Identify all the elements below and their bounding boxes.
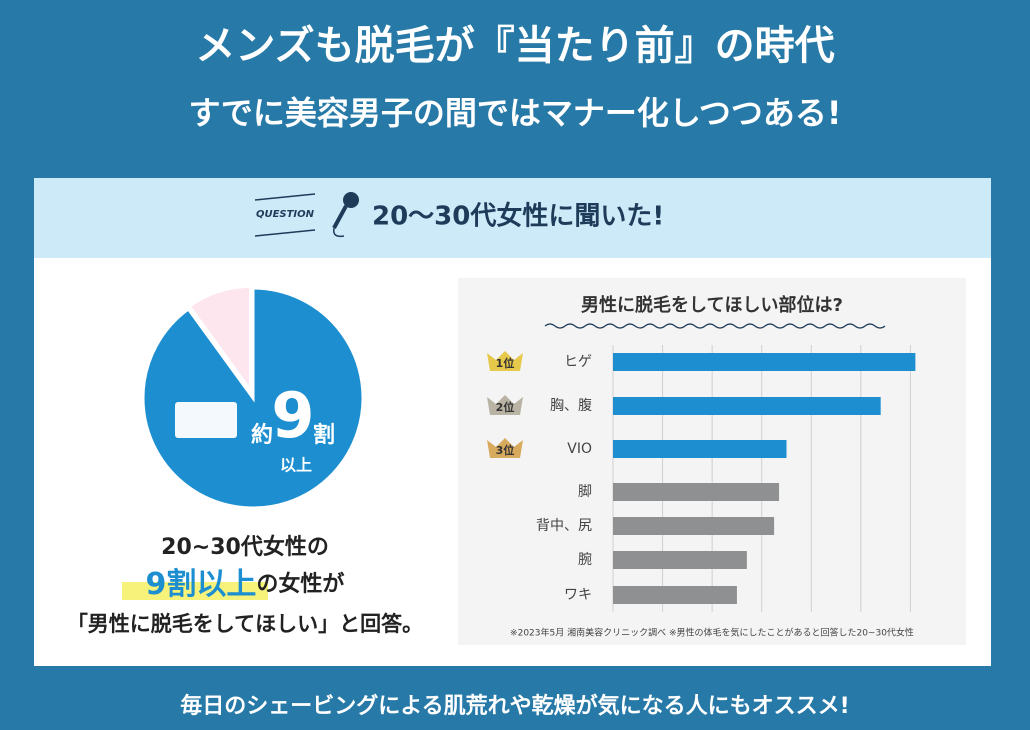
wave-line	[544, 323, 886, 329]
bar	[613, 517, 775, 535]
footer: 毎日のシェービングによる肌荒れや乾燥が気になる人にもオススメ!	[180, 693, 849, 719]
mic-icon	[332, 192, 359, 238]
category-label: 胸、腹	[550, 397, 592, 414]
pie-slice	[141, 286, 365, 510]
pie-annotation: 以上	[280, 456, 312, 475]
category-label: VIO	[567, 441, 592, 457]
category-label: 腕	[578, 552, 592, 568]
question-text: 20〜30代女性に聞いた!	[372, 201, 664, 232]
rank-label: 2位	[496, 400, 515, 414]
category-label: 脚	[578, 484, 592, 500]
question-band	[34, 178, 991, 258]
bar	[613, 353, 916, 371]
caption-line: 「男性に脱毛をしてほしい」と回答。	[67, 612, 423, 636]
category-label: ヒゲ	[564, 354, 592, 370]
title: メンズも脱毛が『当たり前』の時代	[195, 23, 834, 69]
note: ※2023年5月 湘南美容クリニック調べ ※男性の体毛を気にしたことがあると回答…	[510, 627, 914, 639]
category-label: ワキ	[564, 587, 592, 603]
people-icon	[175, 402, 237, 438]
rank-label: 3位	[496, 443, 515, 457]
pie-annotation: 9	[271, 379, 314, 452]
decor-line	[254, 229, 316, 237]
rank-badge	[487, 438, 523, 458]
rank-badge	[487, 395, 523, 415]
rank-label: 1位	[496, 356, 515, 370]
caption-line: 9割以上の女性が	[146, 567, 345, 602]
caption-line: 20~30代女性の	[161, 534, 329, 560]
pie-slice	[187, 284, 253, 396]
rank-badge	[487, 351, 523, 371]
bar	[613, 440, 787, 458]
bar	[613, 551, 747, 569]
bar	[613, 483, 780, 501]
decor-line	[254, 193, 316, 201]
bar	[613, 586, 737, 604]
pie-chart	[141, 284, 365, 510]
caption-highlight: 9割以上	[146, 567, 257, 602]
pie-annotation: 割	[313, 422, 335, 448]
highlight	[122, 582, 268, 600]
pie-annotation: 約	[251, 422, 273, 448]
caption-text: の女性が	[256, 571, 344, 597]
category-label: 背中、尻	[536, 518, 592, 534]
subtitle: すでに美容男子の間ではマナー化しつつある!	[189, 94, 842, 132]
question-label: QUESTION	[256, 209, 315, 220]
bar-title: 男性に脱毛をしてほしい部位は?	[581, 294, 843, 316]
bar	[613, 397, 881, 415]
